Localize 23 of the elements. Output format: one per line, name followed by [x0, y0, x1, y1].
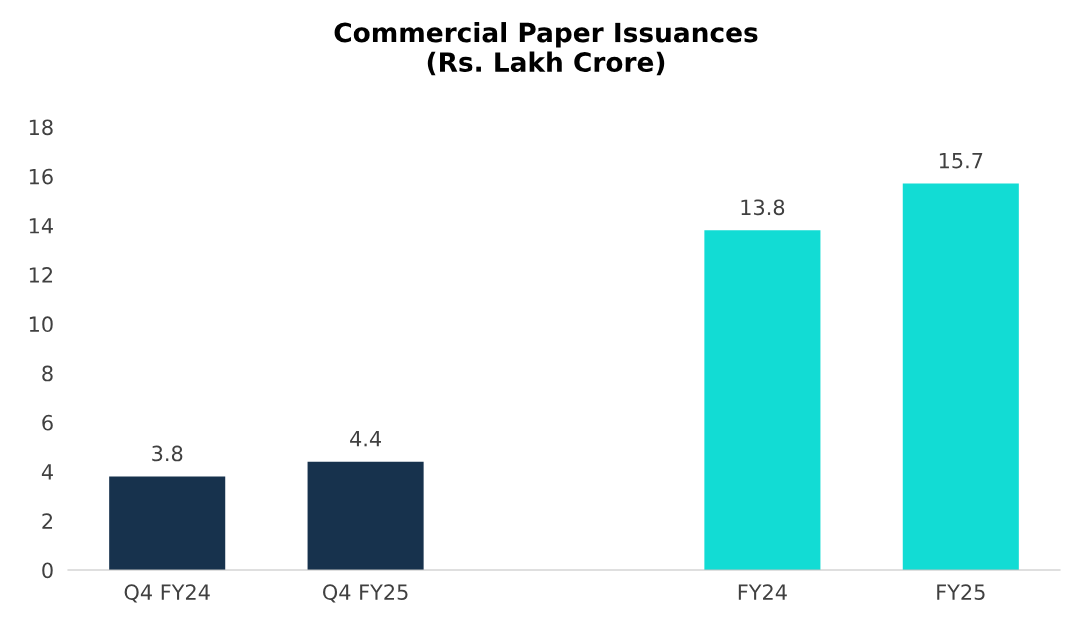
y-tick-label: 16 — [29, 168, 53, 185]
x-tick-label: FY25 — [937, 584, 985, 601]
y-tick-label: 8 — [42, 365, 53, 382]
data-label: 3.8 — [152, 445, 183, 462]
y-tick-label: 10 — [29, 316, 53, 333]
bar — [109, 476, 226, 570]
y-tick-label: 0 — [42, 562, 53, 579]
y-tick-label: 18 — [29, 119, 53, 136]
x-tick-label: Q4 FY24 — [124, 584, 210, 603]
y-tick-label: 6 — [42, 414, 53, 431]
data-label: 15.7 — [939, 152, 983, 169]
x-tick-label: Q4 FY25 — [323, 584, 408, 603]
y-tick-label: 12 — [29, 267, 53, 283]
data-label: 4.4 — [350, 431, 381, 447]
bar — [902, 183, 1019, 570]
bar — [307, 461, 424, 570]
bar — [704, 230, 821, 570]
data-label: 13.8 — [741, 199, 785, 216]
y-tick-label: 4 — [41, 464, 53, 480]
chart-title: Commercial Paper Issuances (Rs. Lakh Crore) — [334, 22, 758, 76]
y-tick-label: 14 — [29, 218, 53, 234]
x-tick-label: FY24 — [738, 584, 787, 600]
y-tick-label: 2 — [42, 513, 53, 529]
